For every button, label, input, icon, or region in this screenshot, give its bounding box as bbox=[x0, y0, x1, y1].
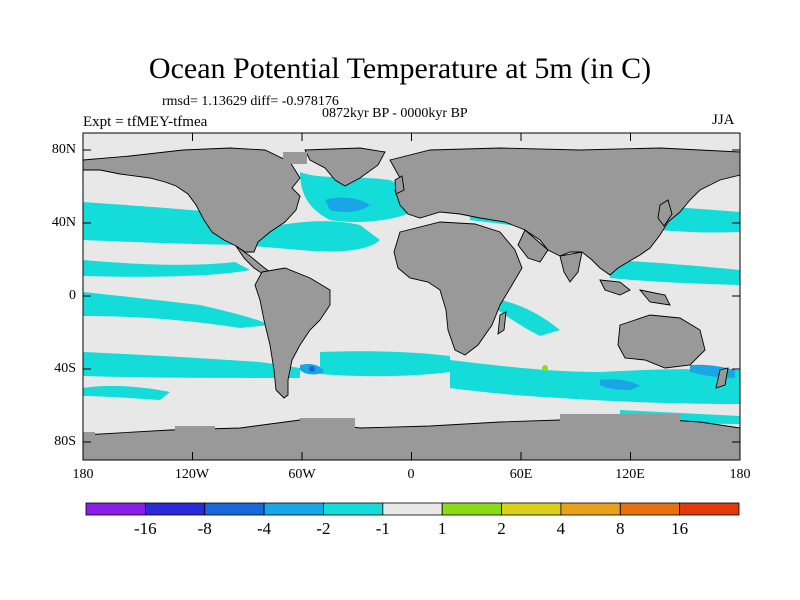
period-label: 0872kyr BP - 0000kyr BP bbox=[322, 106, 468, 121]
colorbar-box bbox=[263, 502, 324, 516]
lat-label-40s: 40S bbox=[54, 361, 76, 376]
lon-label-120e: 120E bbox=[615, 467, 645, 482]
colorbar-label: -4 bbox=[256, 519, 272, 538]
colorbar-label: 4 bbox=[556, 519, 566, 538]
colorbar-box bbox=[679, 502, 740, 516]
colorbar-box bbox=[560, 502, 621, 516]
colorbar-label: 16 bbox=[671, 519, 689, 538]
lon-label-180e: 180 bbox=[729, 467, 751, 482]
season-label: JJA bbox=[712, 112, 735, 128]
colorbar-box bbox=[619, 502, 681, 516]
lat-label-80n: 80N bbox=[51, 142, 76, 157]
lon-label-60w: 60W bbox=[288, 467, 316, 482]
colorbar-label: 8 bbox=[616, 519, 625, 538]
axis-ticks bbox=[82, 133, 741, 460]
lon-label-120w: 120W bbox=[174, 467, 210, 482]
stats-label: rmsd= 1.13629 diff= -0.978176 bbox=[162, 94, 339, 109]
plot-title: Ocean Potential Temperature at 5m (in C) bbox=[148, 52, 652, 85]
colorbar-label: -8 bbox=[197, 519, 212, 538]
experiment-label: Expt = tfMEY-tfmea bbox=[83, 114, 208, 130]
colorbar-box bbox=[85, 502, 146, 516]
colorbar bbox=[85, 502, 740, 516]
lon-label-0: 0 bbox=[407, 467, 415, 482]
colorbar-box bbox=[441, 502, 502, 516]
colorbar-box bbox=[323, 502, 384, 516]
lat-label-40n: 40N bbox=[51, 215, 76, 230]
sea-ice-shelf bbox=[83, 152, 680, 446]
colorbar-label: -16 bbox=[134, 519, 157, 538]
lon-label-180w: 180 bbox=[72, 467, 94, 482]
lat-label-0: 0 bbox=[69, 288, 76, 303]
land-masses bbox=[83, 147, 740, 460]
colorbar-box bbox=[204, 502, 265, 516]
colorbar-label: -2 bbox=[316, 519, 331, 538]
colorbar-label: -1 bbox=[375, 519, 390, 538]
colorbar-box bbox=[382, 502, 443, 516]
lon-label-60e: 60E bbox=[509, 467, 533, 482]
colorbar-label: 2 bbox=[497, 519, 506, 538]
lat-label-80s: 80S bbox=[54, 434, 76, 449]
warming-spot bbox=[542, 365, 548, 371]
colorbar-label: 1 bbox=[437, 519, 447, 538]
colorbar-box bbox=[501, 502, 562, 516]
colorbar-box bbox=[144, 502, 206, 516]
